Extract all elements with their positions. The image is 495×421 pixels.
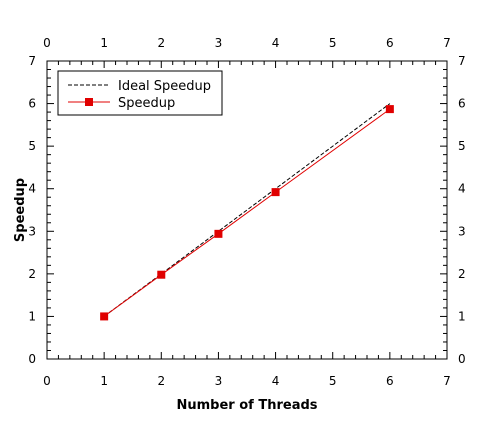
x-tick-label-bottom: 5 [329, 374, 337, 388]
x-tick-label-bottom: 6 [386, 374, 394, 388]
series-1-point [385, 105, 394, 114]
x-tick-label-top: 5 [329, 36, 337, 50]
x-tick-label-top: 0 [43, 36, 51, 50]
x-tick-label-bottom: 7 [443, 374, 451, 388]
y-tick-label-left: 6 [28, 97, 36, 111]
x-tick-label-top: 7 [443, 36, 451, 50]
x-tick-label-top: 2 [157, 36, 165, 50]
series-line-1 [103, 108, 391, 317]
legend-entry-label: Speedup [118, 96, 175, 111]
legend: Ideal Speedup Speedup [57, 70, 223, 116]
y-tick-label-left: 7 [28, 54, 36, 68]
x-tick-label-bottom: 3 [215, 374, 223, 388]
series-layer [100, 103, 394, 321]
legend-swatch-marker [85, 98, 93, 106]
y-tick-label-right: 2 [458, 267, 466, 281]
x-axis-title: Number of Threads [176, 398, 317, 413]
y-tick-label-right: 0 [458, 352, 466, 366]
y-tick-label-right: 6 [458, 97, 466, 111]
tick-marks [46, 60, 448, 360]
x-tick-label-top: 4 [272, 36, 280, 50]
y-tick-label-left: 2 [28, 267, 36, 281]
legend-entry-label: Ideal Speedup [118, 79, 211, 94]
y-tick-label-left: 0 [28, 352, 36, 366]
series-line-0 [103, 103, 391, 317]
y-tick-label-right: 4 [458, 182, 466, 196]
x-tick-label-top: 3 [215, 36, 223, 50]
series-1-point [271, 188, 280, 197]
series-1-point [157, 270, 166, 279]
y-tick-label-left: 5 [28, 139, 36, 153]
x-tick-label-top: 6 [386, 36, 394, 50]
plot-frame [46, 60, 448, 360]
y-axis-title: Speedup [13, 178, 28, 242]
y-tick-label-right: 5 [458, 139, 466, 153]
x-tick-label-bottom: 4 [272, 374, 280, 388]
x-tick-label-bottom: 2 [157, 374, 165, 388]
y-tick-label-right: 7 [458, 54, 466, 68]
y-tick-label-right: 1 [458, 309, 466, 323]
series-1-point [214, 229, 223, 238]
y-tick-label-left: 3 [28, 224, 36, 238]
y-tick-label-left: 4 [28, 182, 36, 196]
series-1-point [100, 312, 109, 321]
x-tick-label-bottom: 0 [43, 374, 51, 388]
y-tick-label-right: 3 [458, 224, 466, 238]
y-tick-label-left: 1 [28, 309, 36, 323]
legend-box [57, 70, 223, 116]
x-tick-label-top: 1 [100, 36, 108, 50]
x-tick-label-bottom: 1 [100, 374, 108, 388]
